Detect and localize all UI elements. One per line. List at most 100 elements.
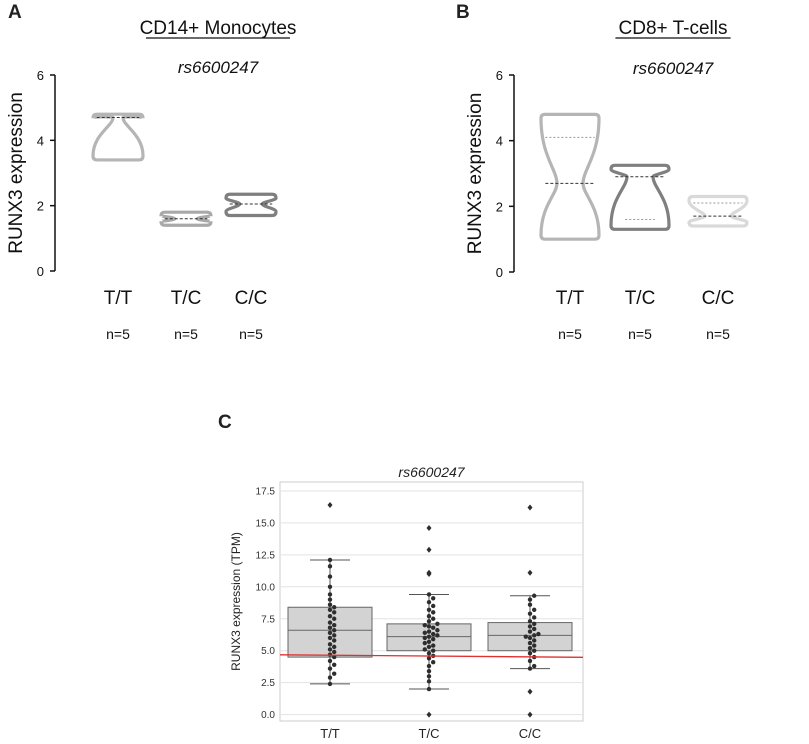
data-point	[327, 602, 333, 607]
data-point	[327, 652, 333, 657]
data-point	[532, 643, 537, 648]
data-point	[327, 564, 333, 569]
data-point	[426, 619, 432, 624]
data-point	[532, 626, 537, 632]
panel-label-c: C	[218, 412, 232, 433]
chart-subtitle: rs6600247	[178, 58, 259, 77]
data-point	[435, 633, 440, 638]
sample-size-label: n=5	[239, 326, 263, 342]
data-point	[422, 630, 427, 636]
data-point	[327, 607, 333, 613]
data-point	[426, 629, 432, 634]
y-tick-label: 4	[37, 133, 44, 148]
outlier-point	[426, 711, 432, 718]
outlier-point	[426, 571, 432, 578]
data-point	[332, 671, 337, 676]
y-tick-label: 2	[496, 199, 503, 214]
data-point	[532, 648, 537, 653]
data-point	[332, 654, 337, 660]
data-point	[431, 603, 436, 609]
y-tick-label: 15.0	[256, 518, 276, 529]
data-point	[527, 645, 533, 651]
x-category-label: C/C	[702, 288, 735, 309]
data-point	[527, 666, 533, 671]
data-point	[422, 640, 427, 646]
data-point	[332, 638, 337, 643]
outlier-point	[527, 688, 533, 695]
data-point	[431, 616, 436, 621]
data-point	[332, 622, 337, 628]
data-point	[426, 644, 432, 650]
sample-size-label: n=5	[628, 326, 652, 342]
data-point	[426, 607, 432, 613]
y-axis-label: RUNX3 expression	[6, 92, 27, 254]
data-point	[426, 656, 432, 661]
sample-size-label: n=5	[706, 326, 730, 342]
sample-size-label: n=5	[106, 326, 130, 342]
data-point	[527, 611, 533, 616]
data-point	[431, 625, 436, 630]
outlier-point	[426, 525, 432, 532]
data-point	[527, 597, 533, 602]
chart-subtitle: rs6600247	[633, 59, 714, 78]
sample-size-label: n=5	[558, 326, 582, 342]
violin-c-c	[687, 194, 749, 228]
data-point	[536, 631, 541, 637]
outlier-point	[426, 546, 432, 553]
data-point	[532, 607, 537, 613]
y-tick-label: 12.5	[256, 550, 276, 561]
data-point	[426, 639, 432, 644]
data-point	[332, 605, 337, 610]
outlier-point	[527, 711, 533, 718]
data-point	[327, 658, 333, 664]
data-point	[332, 628, 337, 633]
x-category-label: C/C	[519, 726, 541, 741]
x-category-label: T/T	[104, 288, 133, 309]
y-tick-label: 6	[37, 68, 44, 83]
data-point	[532, 638, 537, 643]
data-point	[532, 615, 537, 620]
chart-title: CD8+ T-cells	[619, 18, 728, 39]
data-point	[431, 610, 436, 615]
sample-size-label: n=5	[174, 326, 198, 342]
data-point	[332, 662, 337, 667]
violin-t-c	[609, 163, 671, 231]
data-point	[431, 596, 436, 601]
data-point	[426, 599, 432, 605]
data-point	[422, 622, 427, 628]
y-tick-label: 17.5	[256, 486, 276, 497]
data-point	[431, 660, 436, 665]
x-category-label: T/C	[419, 726, 440, 741]
y-tick-label: 6	[496, 68, 503, 83]
data-point	[426, 624, 432, 629]
outlier-point	[527, 569, 533, 576]
data-point	[327, 625, 333, 630]
data-point	[426, 679, 432, 684]
boxplot-panel-c: 0.0 2.5 5.0 7.5 10.0 12.5 15.0 17.5 rs6600247 RUN…	[229, 464, 584, 741]
data-point	[426, 634, 432, 639]
data-point	[532, 663, 537, 669]
violin-t-t	[91, 112, 145, 162]
panel-label-a: A	[8, 2, 22, 23]
data-point	[426, 592, 432, 597]
data-point	[527, 624, 533, 629]
data-point	[327, 620, 333, 625]
data-point	[527, 629, 533, 634]
violin-panel-a: CD14+ Monocytes rs6600247 0 2 4 6 RUNX3 expres…	[6, 18, 296, 342]
y-axis-label: RUNX3 expression	[465, 93, 486, 255]
data-point	[327, 681, 333, 687]
data-point	[422, 635, 427, 641]
data-point	[332, 610, 337, 615]
outlier-point	[327, 502, 333, 509]
data-point	[532, 633, 537, 638]
y-tick-label: 7.5	[261, 614, 275, 625]
y-tick-label: 4	[496, 134, 503, 149]
data-point	[431, 648, 436, 653]
data-point	[527, 651, 533, 656]
data-point	[426, 674, 432, 679]
x-category-label: C/C	[235, 288, 268, 309]
y-tick-label: 0	[37, 264, 44, 279]
y-tick-label: 2	[37, 199, 44, 214]
y-axis-label: RUNX3 expression (TPM)	[229, 532, 243, 671]
